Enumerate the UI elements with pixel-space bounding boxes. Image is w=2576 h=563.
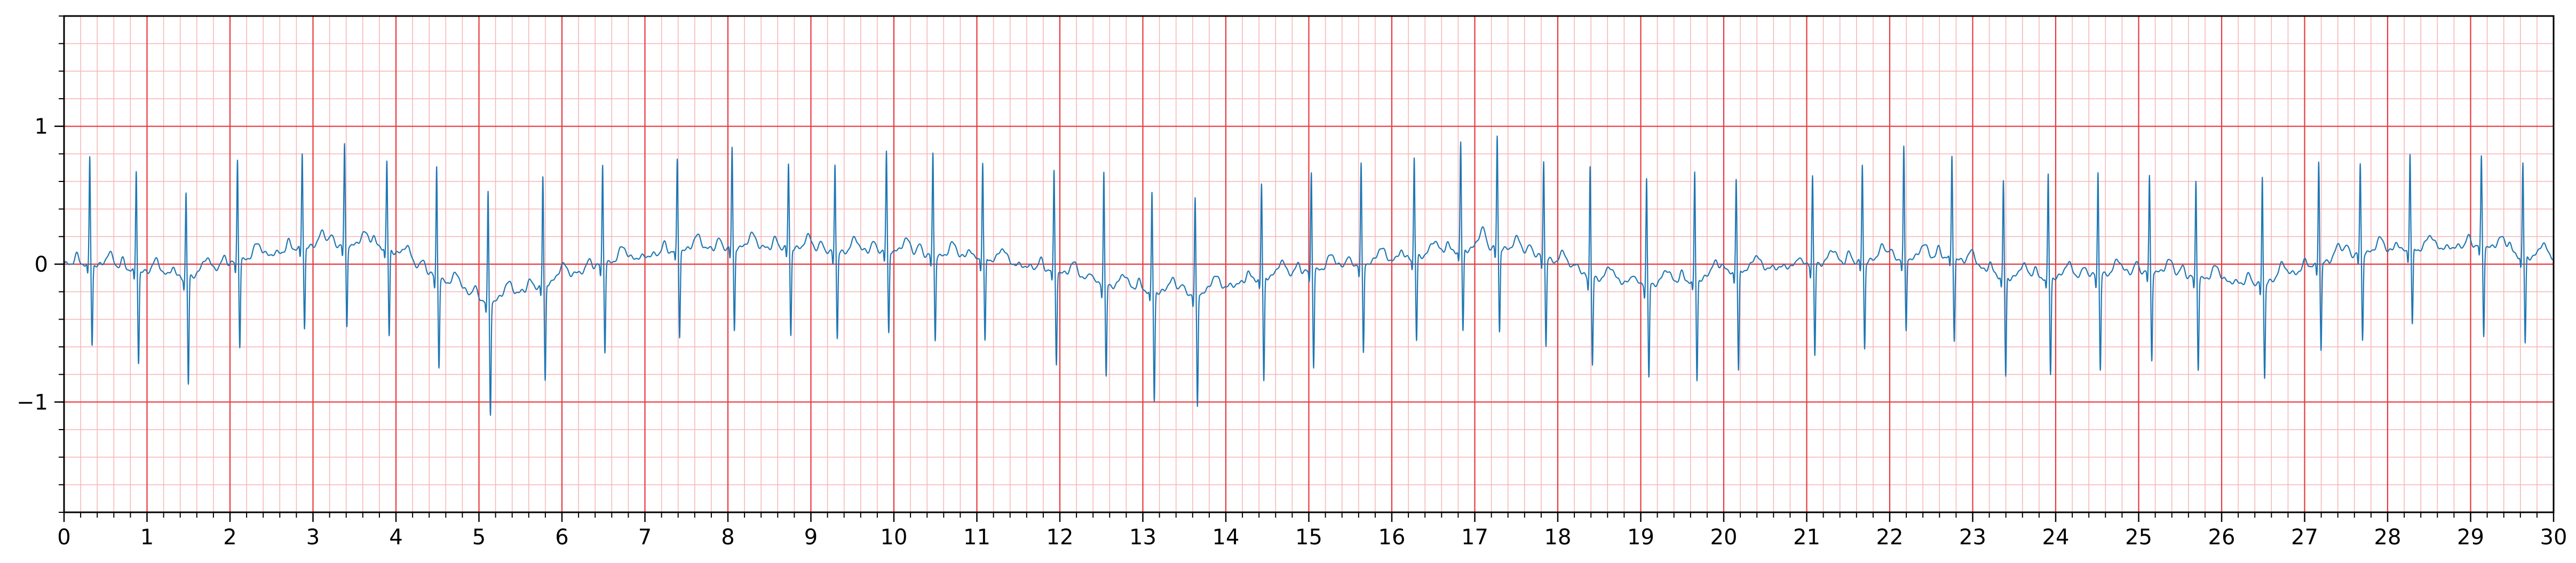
x-tick-label: 15 [1295, 525, 1322, 550]
y-tick-label: 0 [35, 252, 48, 277]
x-tick-label: 1 [140, 525, 154, 550]
y-axis: −1 0 1 [17, 15, 64, 513]
x-tick-label: 25 [2125, 525, 2152, 550]
x-tick-label: 28 [2374, 525, 2401, 550]
x-tick-label: 24 [2042, 525, 2070, 550]
x-tick-label: 16 [1378, 525, 1406, 550]
x-tick-label: 30 [2540, 525, 2567, 550]
x-tick-label: 8 [721, 525, 734, 550]
x-tick-label: 6 [555, 525, 568, 550]
x-tick-label: 18 [1544, 525, 1572, 550]
x-tick-label: 14 [1212, 525, 1240, 550]
x-tick-label: 10 [881, 525, 908, 550]
x-tick-label: 4 [389, 525, 402, 550]
x-tick-label: 9 [804, 525, 818, 550]
x-tick-label: 3 [306, 525, 320, 550]
x-tick-label: 2 [223, 525, 236, 550]
x-tick-label: 19 [1627, 525, 1654, 550]
y-tick-label: 1 [35, 115, 48, 139]
x-axis: 0 1 2 3 4 5 6 7 8 9 10 11 12 13 14 15 16 17 18 19 20 21 22 23 24… [57, 512, 2567, 550]
y-tick-label: −1 [17, 390, 48, 415]
x-tick-label: 20 [1710, 525, 1738, 550]
x-tick-label: 27 [2291, 525, 2318, 550]
x-tick-label: 23 [1959, 525, 1986, 550]
ecg-trace [63, 135, 2554, 416]
x-tick-label: 7 [638, 525, 652, 550]
x-tick-label: 17 [1461, 525, 1488, 550]
x-tick-label: 29 [2457, 525, 2484, 550]
x-tick-label: 26 [2208, 525, 2236, 550]
x-tick-label: 13 [1129, 525, 1156, 550]
x-tick-label: 11 [963, 525, 990, 550]
x-tick-label: 5 [472, 525, 486, 550]
x-tick-label: 0 [57, 525, 70, 550]
x-tick-label: 22 [1876, 525, 1904, 550]
x-tick-label: 21 [1793, 525, 1820, 550]
x-tick-label: 12 [1047, 525, 1074, 550]
